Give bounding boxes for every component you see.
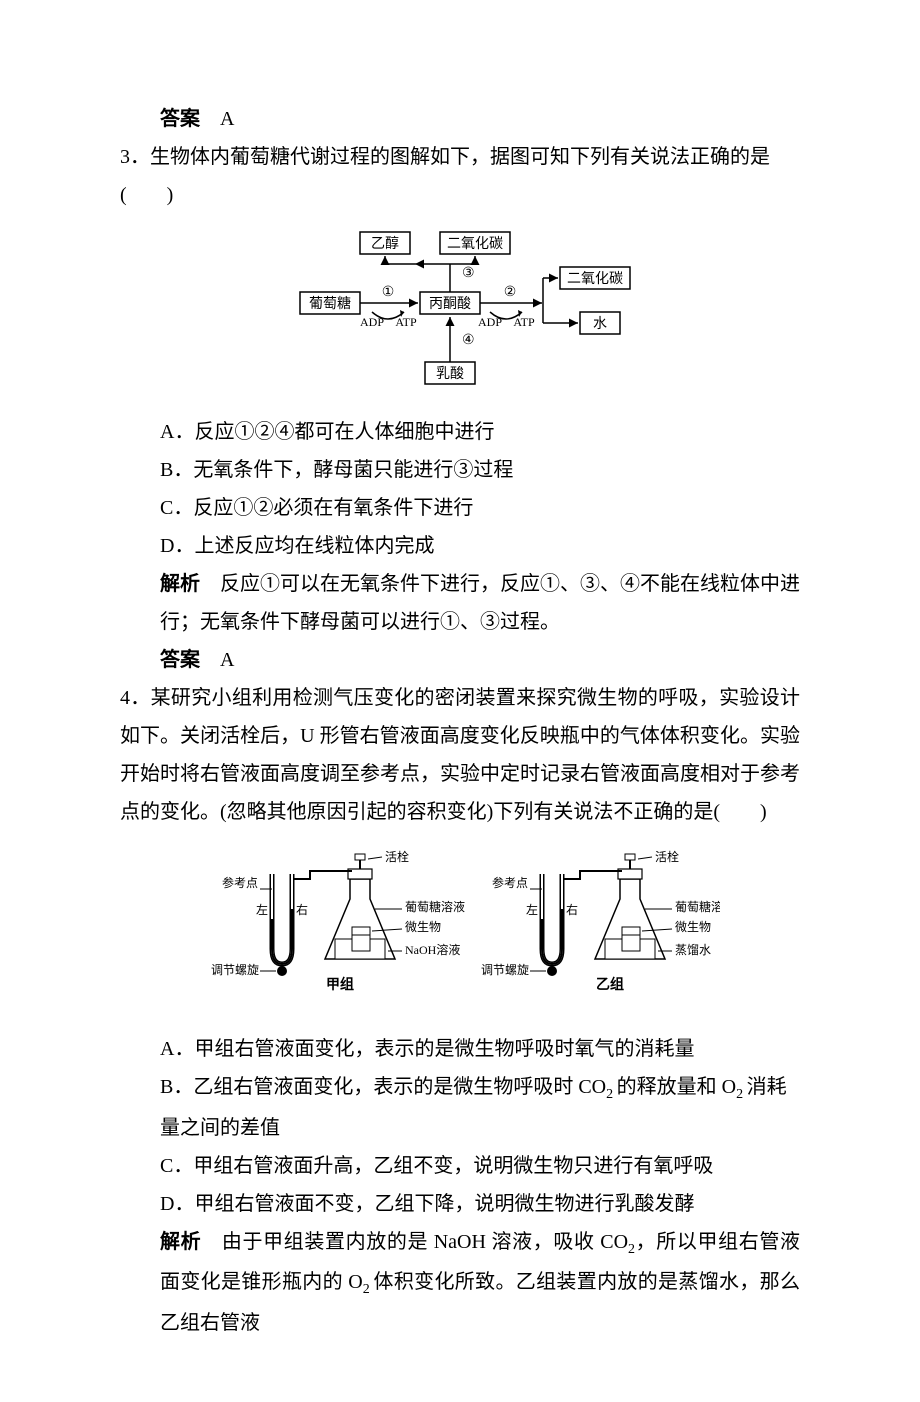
svg-text:乳酸: 乳酸	[436, 366, 464, 382]
svg-text:①: ①	[382, 285, 395, 300]
svg-text:调节螺旋: 调节螺旋	[211, 963, 259, 977]
svg-text:活栓: 活栓	[385, 849, 409, 864]
q3-exp-text: 反应①可以在无氧条件下进行，反应①、③、④不能在线粒体中进行；无氧条件下酵母菌可…	[160, 573, 800, 633]
svg-text:丙酮酸: 丙酮酸	[429, 296, 471, 312]
q3-stem-row: 3．生物体内葡萄糖代谢过程的图解如下，据图可知下列有关说法正确的是( )	[120, 138, 800, 214]
q4-stem-row: 4．某研究小组利用检测气压变化的密闭装置来探究微生物的呼吸，实验设计如下。关闭活…	[120, 679, 800, 831]
svg-text:二氧化碳: 二氧化碳	[567, 271, 623, 287]
q4-option-a[interactable]: A．甲组右管液面变化，表示的是微生物呼吸时氧气的消耗量	[120, 1030, 800, 1068]
svg-text:左: 左	[526, 902, 538, 917]
q3-answer-row: 答案 A	[120, 641, 800, 679]
sub-2: 2	[628, 1242, 635, 1257]
svg-text:右: 右	[296, 902, 308, 917]
q3-block: 3．生物体内葡萄糖代谢过程的图解如下，据图可知下列有关说法正确的是( ) 乙醇 …	[120, 138, 800, 679]
svg-text:蒸馏水: 蒸馏水	[675, 943, 711, 957]
svg-text:葡萄糖溶液: 葡萄糖溶液	[405, 899, 465, 914]
svg-text:参考点: 参考点	[222, 875, 258, 890]
svg-text:③: ③	[462, 266, 475, 281]
q4-option-b[interactable]: B．乙组右管液面变化，表示的是微生物呼吸时 CO2 的释放量和 O2 消耗量之间…	[120, 1068, 800, 1147]
svg-text:参考点: 参考点	[492, 875, 528, 890]
q4-block: 4．某研究小组利用检测气压变化的密闭装置来探究微生物的呼吸，实验设计如下。关闭活…	[120, 679, 800, 1342]
q4-option-c[interactable]: C．甲组右管液面升高，乙组不变，说明微生物只进行有氧呼吸	[120, 1147, 800, 1185]
svg-text:葡萄糖溶液: 葡萄糖溶液	[675, 899, 720, 914]
svg-text:ADP: ADP	[478, 315, 502, 329]
q2-answer-value: A	[220, 108, 234, 130]
q3-option-c[interactable]: C．反应①②必须在有氧条件下进行	[120, 489, 800, 527]
svg-text:ATP: ATP	[395, 315, 417, 329]
q3-option-d[interactable]: D．上述反应均在线粒体内完成	[120, 527, 800, 565]
svg-text:葡萄糖: 葡萄糖	[309, 296, 351, 312]
q3-exp-label: 解析	[160, 573, 200, 595]
q4-exp-1: 由于甲组装置内放的是 NaOH 溶液，吸收 CO	[222, 1231, 628, 1253]
svg-text:乙组: 乙组	[596, 976, 624, 993]
q3-option-a[interactable]: A．反应①②④都可在人体细胞中进行	[120, 413, 800, 451]
svg-text:ADP: ADP	[360, 315, 384, 329]
q4-diagram: 参考点 活栓 左 右 葡萄糖溶液 微生物 NaOH溶液 调节螺旋 甲组	[120, 839, 800, 1022]
svg-text:②: ②	[504, 285, 517, 300]
svg-text:调节螺旋: 调节螺旋	[481, 963, 529, 977]
svg-text:④: ④	[462, 333, 475, 348]
svg-text:微生物: 微生物	[405, 920, 441, 934]
q3-answer-value: A	[220, 649, 234, 671]
svg-text:NaOH溶液: NaOH溶液	[405, 942, 460, 957]
svg-text:水: 水	[593, 316, 607, 332]
svg-text:二氧化碳: 二氧化碳	[447, 236, 503, 252]
q3-explanation: 解析 反应①可以在无氧条件下进行，反应①、③、④不能在线粒体中进行；无氧条件下酵…	[120, 565, 800, 641]
sub-2: 2	[736, 1087, 747, 1102]
q3-diagram: 乙醇 二氧化碳 二氧化碳 水 葡萄糖 丙酮酸 乳酸 ①	[120, 222, 800, 405]
q4-option-d[interactable]: D．甲组右管液面不变，乙组下降，说明微生物进行乳酸发酵	[120, 1185, 800, 1223]
svg-text:乙醇: 乙醇	[371, 235, 399, 252]
sub-2: 2	[606, 1087, 617, 1102]
svg-text:微生物: 微生物	[675, 920, 711, 934]
svg-text:左: 左	[256, 902, 268, 917]
q3-answer-label: 答案	[160, 649, 200, 671]
svg-text:右: 右	[566, 902, 578, 917]
q3-stem: 生物体内葡萄糖代谢过程的图解如下，据图可知下列有关说法正确的是( )	[120, 146, 770, 206]
svg-text:活栓: 活栓	[655, 849, 679, 864]
svg-text:甲组: 甲组	[326, 976, 354, 993]
q2-answer-label: 答案	[160, 108, 200, 130]
sub-2: 2	[363, 1282, 374, 1297]
q3-number: 3．	[120, 146, 150, 168]
svg-text:ATP: ATP	[513, 315, 535, 329]
q4-explanation: 解析 由于甲组装置内放的是 NaOH 溶液，吸收 CO2，所以甲组右管液面变化是…	[120, 1223, 800, 1342]
q4-exp-label: 解析	[160, 1231, 201, 1253]
apparatus-a-icon	[260, 854, 395, 976]
q4-number: 4．	[120, 687, 151, 709]
q2-answer-row: 答案 A	[120, 100, 800, 138]
q3-option-b[interactable]: B．无氧条件下，酵母菌只能进行③过程	[120, 451, 800, 489]
q4-stem: 某研究小组利用检测气压变化的密闭装置来探究微生物的呼吸，实验设计如下。关闭活栓后…	[120, 687, 800, 823]
apparatus-b-icon	[530, 854, 665, 976]
